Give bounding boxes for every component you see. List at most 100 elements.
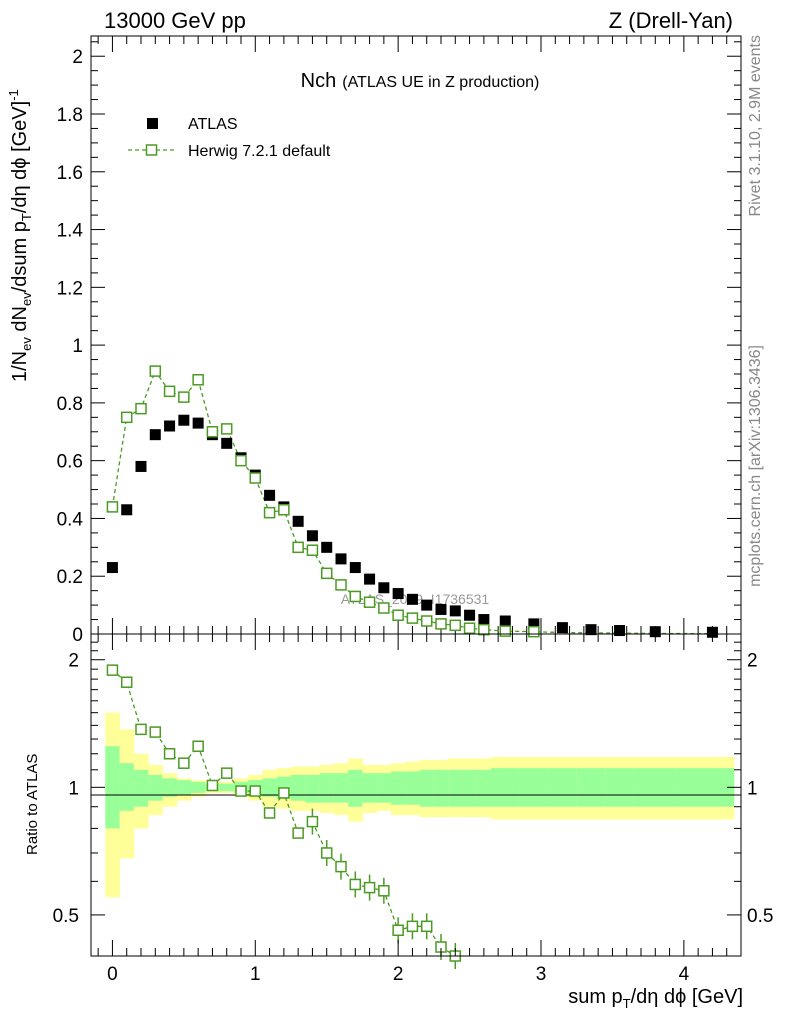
chart-title: Nch (ATLAS UE in Z production): [301, 70, 540, 92]
ratio-band-inner: [448, 769, 463, 807]
main-y-axis: 0 0.2 0.4 0.6 0.8 1 1.2 1.4 1.6 1.8 2: [57, 41, 741, 646]
ratio-band-inner: [391, 771, 406, 805]
ratio-band-inner: [262, 778, 278, 797]
ratio-band-inner: [476, 769, 492, 807]
herwig-ratio-point: [206, 779, 219, 792]
ratio-band-inner: [105, 746, 121, 829]
ratio-band-inner: [191, 781, 206, 793]
main-y-tick-label: 1: [72, 336, 83, 357]
herwig-point: [406, 612, 419, 624]
herwig-point: [478, 623, 490, 636]
ratio-band-inner: [333, 773, 349, 803]
herwig-point: [320, 567, 333, 580]
herwig-ratio-point: [135, 723, 147, 736]
atlas-point: [528, 618, 540, 630]
herwig-point: [420, 615, 433, 627]
herwig-point: [249, 472, 262, 484]
ratio-band-inner: [405, 771, 421, 805]
ratio-band-inner: [133, 769, 149, 807]
ratio-data-layer: [106, 664, 462, 969]
atlas-point: [149, 429, 161, 441]
y-axis-label: 1/Nev dNev/dsum pT/dη dϕ [GeV]-1: [6, 89, 34, 382]
ratio-y-tick-label-right: 2: [747, 651, 758, 672]
ratio-y-tick-label: 2: [68, 651, 79, 672]
rivet-side-label: Rivet 3.1.10, 2.9M events: [747, 35, 764, 216]
ratio-y-tick-label-right: 1: [747, 778, 758, 799]
x-tick-label: 1: [250, 964, 261, 985]
header-right-label: Z (Drell-Yan): [609, 8, 733, 33]
herwig-ratio-point: [235, 785, 247, 797]
herwig-point: [392, 609, 404, 621]
main-y-tick-label: 0: [72, 625, 83, 646]
atlas-point: [321, 541, 333, 553]
herwig-ratio-point: [420, 920, 433, 933]
ratio-panel: 0.5 0.5 1 1 2 2 0 1 2 3 4: [53, 633, 773, 985]
herwig-ratio-point: [278, 787, 290, 799]
herwig-ratio-point: [392, 924, 404, 937]
atlas-point: [478, 614, 490, 626]
main-y-tick-label: 1.4: [57, 221, 84, 242]
ratio-y-axis-label: Ratio to ATLAS: [24, 754, 41, 855]
herwig-point: [120, 411, 133, 424]
herwig-ratio-point: [263, 807, 276, 819]
ratio-band-inner: [433, 769, 449, 807]
atlas-point: [614, 625, 626, 637]
herwig-point: [335, 579, 347, 591]
herwig-point: [278, 504, 290, 516]
herwig-ratio-point: [335, 860, 347, 873]
atlas-point: [306, 530, 318, 542]
herwig-ratio-point: [349, 878, 362, 891]
ratio-band-inner: [419, 769, 435, 807]
ratio-band-inner: [462, 769, 478, 807]
atlas-point: [464, 609, 476, 621]
herwig-line: [111, 369, 713, 635]
ratio-band-inner: [548, 768, 578, 807]
herwig-ratio-point: [292, 827, 304, 839]
main-data-layer: [106, 365, 718, 638]
ratio-band-inner: [362, 773, 378, 803]
herwig-point: [178, 391, 190, 403]
herwig-ratio-point: [178, 757, 190, 769]
herwig-ratio-point: [406, 920, 419, 933]
main-y-tick-label: 1.6: [57, 163, 83, 184]
x-tick-label: 2: [393, 964, 404, 985]
ratio-band-inner: [491, 768, 521, 807]
atlas-point: [292, 515, 304, 527]
x-tick-label: 4: [679, 964, 690, 985]
mcplots-side-label: mcplots.cern.ch [arXiv:1306.3436]: [747, 345, 764, 587]
main-y-tick-label: 1.2: [57, 278, 83, 299]
atlas-point: [706, 626, 718, 638]
ratio-band-inner: [376, 773, 392, 803]
atlas-point: [649, 626, 661, 638]
atlas-point: [106, 562, 118, 574]
herwig-point: [149, 365, 162, 377]
atlas-point: [192, 417, 204, 429]
ratio-band-inner: [576, 768, 606, 807]
main-y-tick-label: 0.4: [57, 509, 84, 530]
ratio-y-axis: 0.5 0.5 1 1 2 2: [53, 641, 773, 927]
herwig-point: [106, 501, 119, 513]
herwig-ratio-point: [163, 748, 176, 760]
ratio-band-inner: [119, 763, 135, 811]
atlas-point: [421, 599, 433, 611]
legend-marker-herwig: [145, 144, 158, 156]
atlas-point: [335, 553, 347, 565]
ratio-uncertainty-band: [105, 712, 735, 898]
main-y-tick-label: 1.8: [57, 105, 83, 126]
ratio-band-inner: [633, 768, 678, 807]
ratio-panel-frame: [90, 633, 742, 957]
herwig-point: [349, 590, 362, 603]
atlas-point: [378, 582, 390, 594]
atlas-point: [556, 622, 568, 634]
herwig-ratio-point: [320, 847, 333, 859]
atlas-point: [121, 504, 133, 516]
atlas-point: [164, 420, 176, 432]
herwig-ratio-point: [192, 740, 204, 752]
atlas-point: [349, 562, 361, 574]
atlas-point: [585, 624, 597, 636]
herwig-point: [163, 385, 176, 398]
herwig-point: [235, 454, 247, 467]
atlas-point: [406, 593, 418, 605]
ratio-band-inner: [148, 774, 163, 801]
